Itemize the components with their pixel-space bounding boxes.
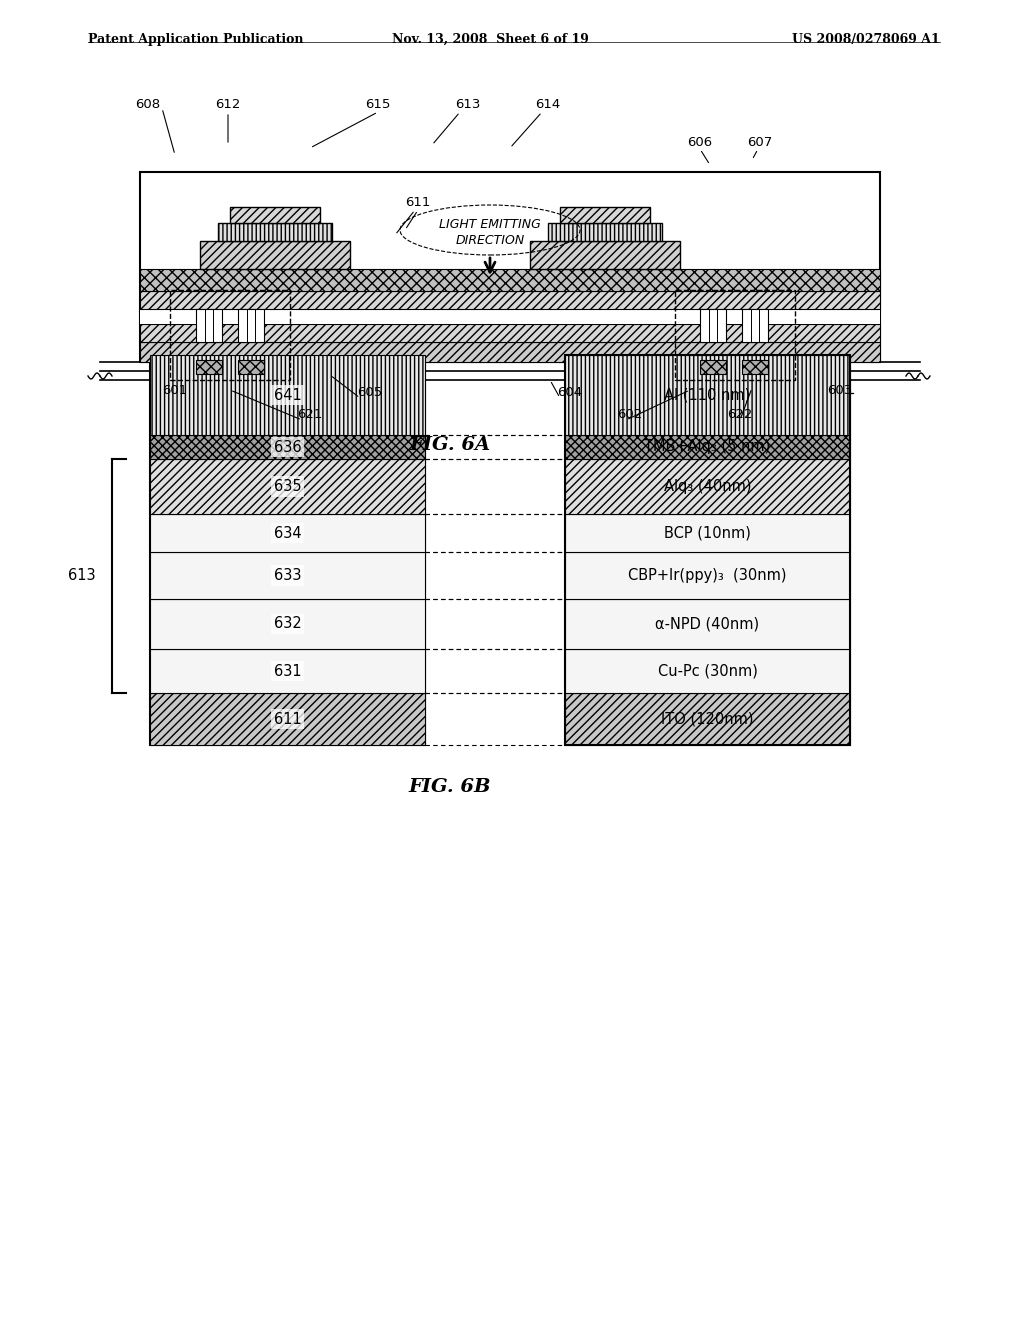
Bar (700, 309, 726, 342)
Text: US 2008/0278069 A1: US 2008/0278069 A1 (793, 33, 940, 46)
Text: BCP (10nm): BCP (10nm) (664, 525, 751, 540)
Text: 603: 603 (827, 384, 853, 396)
Bar (742, 360, 768, 374)
Text: 635: 635 (273, 479, 301, 494)
Text: 636: 636 (273, 440, 301, 454)
Text: 606: 606 (687, 136, 713, 149)
Bar (196, 309, 222, 342)
Bar (565, 355, 850, 436)
Text: 611: 611 (406, 195, 431, 209)
Bar (565, 693, 850, 744)
Text: ITO (120nm): ITO (120nm) (662, 711, 754, 726)
Bar (565, 459, 850, 513)
Text: 621: 621 (297, 408, 323, 421)
Bar (170, 290, 290, 380)
Text: 613: 613 (456, 99, 480, 111)
Bar (238, 360, 264, 374)
Text: 634: 634 (273, 525, 301, 540)
Text: 631: 631 (273, 664, 301, 678)
Text: α-NPD (40nm): α-NPD (40nm) (655, 616, 760, 631)
Bar (150, 513, 425, 552)
Bar (150, 355, 425, 436)
Text: 602: 602 (617, 408, 643, 421)
Bar (150, 552, 425, 599)
Bar (565, 599, 850, 649)
Text: FIG. 6A: FIG. 6A (410, 436, 490, 454)
Bar (530, 242, 680, 269)
Bar (565, 552, 850, 599)
Bar (200, 242, 350, 269)
Text: 613: 613 (69, 569, 96, 583)
Text: 615: 615 (366, 99, 391, 111)
Text: 632: 632 (273, 616, 301, 631)
Bar (565, 513, 850, 552)
Bar (700, 360, 726, 374)
Bar (140, 309, 880, 323)
Bar (565, 649, 850, 693)
Bar (150, 599, 425, 649)
Bar (140, 172, 880, 362)
Text: 605: 605 (357, 385, 383, 399)
Bar (150, 459, 425, 513)
Bar (140, 290, 880, 309)
Text: DIRECTION: DIRECTION (456, 234, 524, 247)
Bar (675, 290, 795, 380)
Text: 601: 601 (163, 384, 187, 396)
Bar (150, 693, 425, 744)
Bar (565, 355, 850, 744)
Bar (150, 436, 425, 459)
Text: Patent Application Publication: Patent Application Publication (88, 33, 303, 46)
Text: LIGHT EMITTING: LIGHT EMITTING (439, 219, 541, 231)
Text: 614: 614 (536, 99, 560, 111)
Bar (218, 223, 332, 242)
Text: 604: 604 (557, 387, 583, 400)
Text: Alq₃ (40nm): Alq₃ (40nm) (664, 479, 752, 494)
Text: Nov. 13, 2008  Sheet 6 of 19: Nov. 13, 2008 Sheet 6 of 19 (391, 33, 589, 46)
Text: TMB+Alq₃ (5 nm): TMB+Alq₃ (5 nm) (644, 440, 771, 454)
Bar (238, 309, 264, 342)
Bar (548, 223, 662, 242)
Text: 641: 641 (273, 388, 301, 403)
Bar (742, 309, 768, 342)
Text: Cu-Pc (30nm): Cu-Pc (30nm) (657, 664, 758, 678)
Text: FIG. 6B: FIG. 6B (409, 777, 492, 796)
Bar (196, 360, 222, 374)
Bar (230, 207, 319, 223)
Text: CBP+Ir(ppy)₃  (30nm): CBP+Ir(ppy)₃ (30nm) (629, 568, 786, 583)
Text: 633: 633 (273, 568, 301, 583)
Bar (140, 342, 880, 362)
Bar (565, 436, 850, 459)
Text: 612: 612 (215, 99, 241, 111)
Text: Al (110 nm): Al (110 nm) (665, 388, 751, 403)
Text: 622: 622 (727, 408, 753, 421)
Bar (140, 323, 880, 342)
Text: 611: 611 (273, 711, 301, 726)
Text: 608: 608 (135, 99, 161, 111)
Text: 607: 607 (748, 136, 773, 149)
Bar (150, 355, 425, 744)
Bar (150, 649, 425, 693)
Bar (140, 269, 880, 290)
Bar (560, 207, 650, 223)
